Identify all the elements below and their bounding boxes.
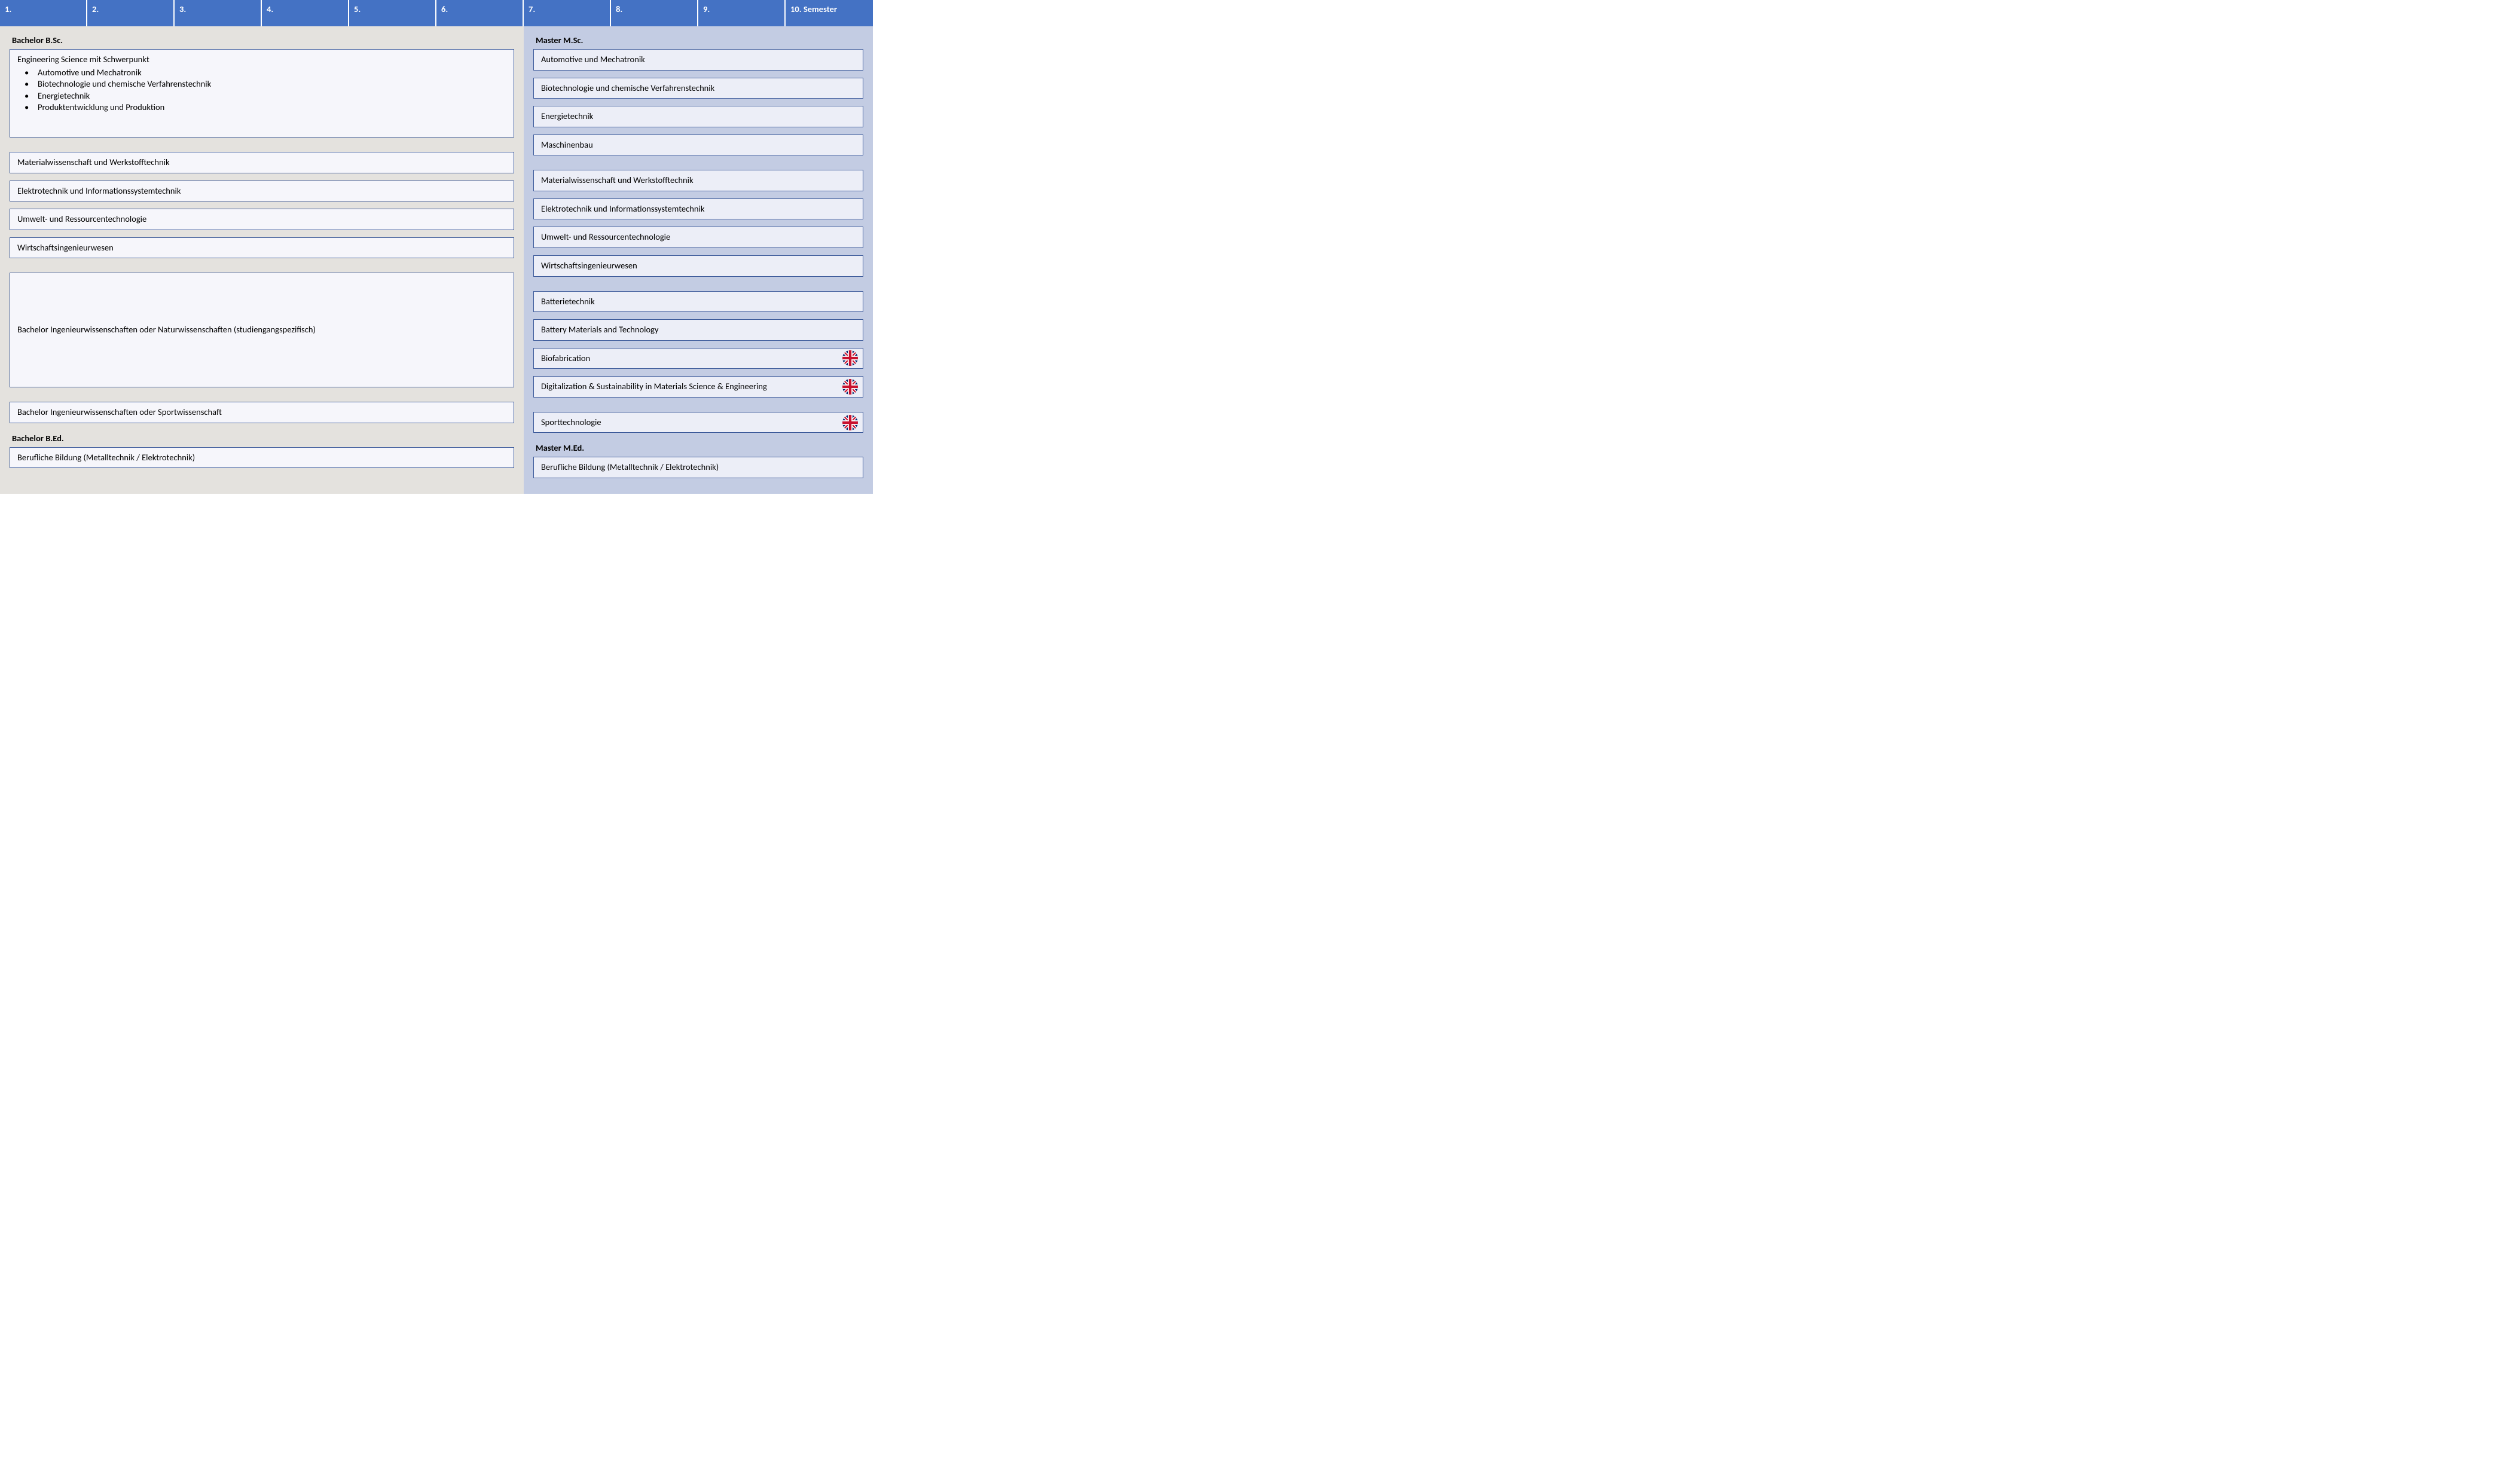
box-msc-biofabrication: Biofabrication [533,348,863,369]
master-med-title: Master M.Ed. [533,440,863,457]
master-column: Master M.Sc. Automotive und Mechatronik … [524,26,873,494]
box-msc-automotive: Automotive und Mechatronik [533,49,863,71]
box-wirtschaftsing: Wirtschaftsingenieurwesen [10,237,514,259]
box-label: Batterietechnik [541,296,595,307]
list-item: Automotive und Mechatronik [38,67,506,79]
bachelor-bed-title: Bachelor B.Ed. [10,430,514,447]
box-msc-sporttechnologie: Sporttechnologie [533,412,863,433]
semester-header: 1. 2. 3. 4. 5. 6. 7. 8. 9. 10. Semester [0,0,873,26]
semester-col-5: 5. [349,0,436,26]
semester-col-10: 10. Semester [786,0,873,26]
bachelor-bsc-title: Bachelor B.Sc. [10,32,514,49]
box-bachelor-ing-sport: Bachelor Ingenieurwissenschaften oder Sp… [10,402,514,423]
uk-flag-icon [842,350,858,366]
list-item: Produktentwicklung und Produktion [38,102,506,114]
box-materialwissenschaft: Materialwissenschaft und Werkstofftechni… [10,152,514,173]
box-berufliche-bildung-master: Berufliche Bildung (Metalltechnik / Elek… [533,457,863,478]
box-msc-wirtschaft: Wirtschaftsingenieurwesen [533,255,863,277]
semester-col-3: 3. [175,0,262,26]
list-item: Energietechnik [38,90,506,102]
box-label: Biofabrication [541,353,590,363]
box-engineering-list: Automotive und Mechatronik Biotechnologi… [17,67,506,114]
box-msc-material: Materialwissenschaft und Werkstofftechni… [533,170,863,191]
bachelor-column: Bachelor B.Sc. Engineering Science mit S… [0,26,524,494]
box-msc-maschinenbau: Maschinenbau [533,135,863,156]
diagram-body: Bachelor B.Sc. Engineering Science mit S… [0,26,873,494]
semester-col-6: 6. [436,0,524,26]
semester-col-7: 7. [524,0,611,26]
box-label: Bachelor Ingenieurwissenschaften oder Na… [17,324,316,336]
semester-col-9: 9. [698,0,786,26]
box-label: Battery Materials and Technology [541,324,658,335]
box-engineering-science: Engineering Science mit Schwerpunkt Auto… [10,49,514,137]
semester-col-1: 1. [0,0,87,26]
box-umwelt: Umwelt- und Ressourcentechnologie [10,209,514,230]
uk-flag-icon [842,379,858,395]
master-msc-title: Master M.Sc. [533,32,863,49]
box-label: Digitalization & Sustainability in Mater… [541,381,767,392]
semester-col-2: 2. [87,0,175,26]
box-berufliche-bildung-bachelor: Berufliche Bildung (Metalltechnik / Elek… [10,447,514,469]
curriculum-diagram: 1. 2. 3. 4. 5. 6. 7. 8. 9. 10. Semester … [0,0,873,494]
box-msc-biotech: Biotechnologie und chemische Verfahrenst… [533,78,863,99]
uk-flag-icon [842,415,858,430]
box-elektrotechnik: Elektrotechnik und Informationssystemtec… [10,181,514,202]
box-msc-digitalization: Digitalization & Sustainability in Mater… [533,376,863,398]
list-item: Biotechnologie und chemische Verfahrenst… [38,78,506,90]
box-label: Sporttechnologie [541,417,601,427]
semester-col-8: 8. [611,0,698,26]
box-msc-umwelt: Umwelt- und Ressourcentechnologie [533,227,863,248]
semester-col-4: 4. [262,0,349,26]
box-engineering-lead: Engineering Science mit Schwerpunkt [17,54,506,66]
box-msc-battery-materials: Battery Materials and Technology [533,319,863,341]
box-bachelor-ing-natur: Bachelor Ingenieurwissenschaften oder Na… [10,273,514,387]
box-msc-batterietechnik: Batterietechnik [533,291,863,313]
box-msc-energie: Energietechnik [533,106,863,127]
box-msc-elektro: Elektrotechnik und Informationssystemtec… [533,198,863,220]
